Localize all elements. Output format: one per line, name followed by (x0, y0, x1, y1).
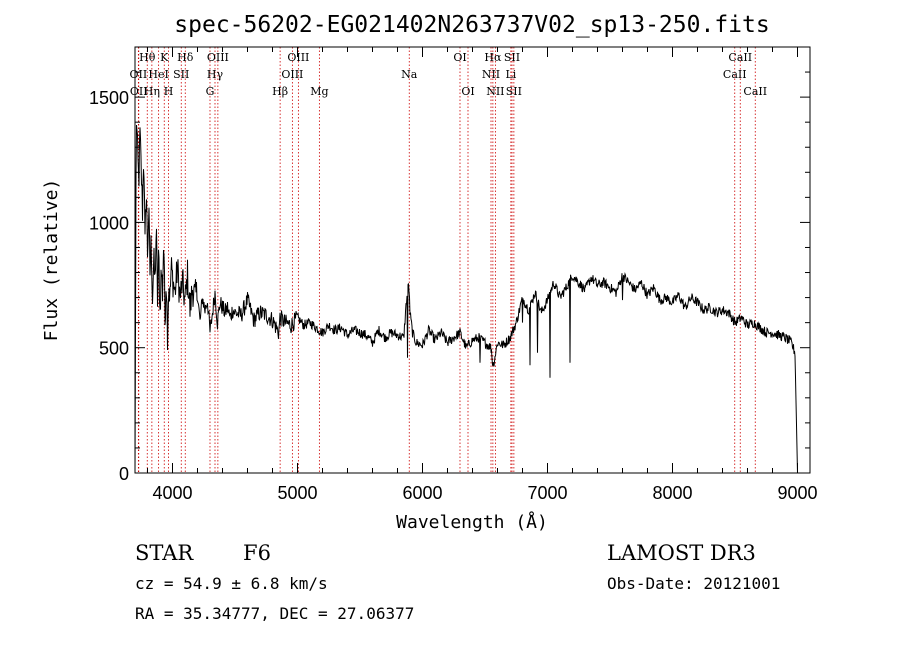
line-marker-label-27: CaII (743, 85, 767, 98)
line-marker-label-8: Hδ (177, 51, 194, 64)
x-axis: 4000 5000 6000 7000 8000 9000 (147, 47, 818, 503)
line-marker-label-21: NII (486, 85, 504, 98)
line-marker-label-4: HeI (148, 68, 168, 81)
line-marker-label-18: OI (461, 85, 474, 98)
line-marker-label-25: CaII (723, 68, 747, 81)
line-marker-label-0: OII (130, 68, 148, 81)
line-marker-label-19: NII (482, 68, 500, 81)
y-tick-label-3: 1500 (89, 88, 129, 108)
line-marker-label-10: Hγ (207, 68, 224, 81)
object-subclass: F6 (243, 541, 271, 565)
y-axis: 0 500 1000 1500 (89, 71, 810, 484)
line-marker-label-26: CaII (728, 51, 752, 64)
y-axis-label: Flux (relative) (41, 179, 62, 342)
x-tick-label-1: 5000 (277, 483, 317, 503)
line-marker-label-22: Li (505, 68, 516, 81)
redshift-text: cz = 54.9 ± 6.8 km/s (135, 574, 328, 593)
line-marker-label-20: Hα (484, 51, 502, 64)
obs-date-text: Obs-Date: 20121001 (607, 574, 780, 593)
spectrum-layer (134, 124, 798, 474)
line-marker-label-3: Hη (144, 85, 160, 98)
survey-name: LAMOST DR3 (607, 541, 756, 565)
line-marker-group (137, 47, 756, 473)
x-tick-label-2: 6000 (402, 483, 442, 503)
line-marker-label-11: OIII (207, 51, 229, 64)
line-marker-label-24: SII (506, 85, 522, 98)
line-marker-label-23: SII (504, 51, 520, 64)
line-marker-label-12: Hβ (272, 85, 288, 98)
line-marker-label-17: OI (453, 51, 466, 64)
x-tick-label-4: 8000 (652, 483, 692, 503)
line-marker-label-2: Hθ (139, 51, 156, 64)
y-tick-label-1: 500 (99, 339, 129, 359)
line-marker-label-1: OII (130, 85, 148, 98)
y-tick-label-2: 1000 (89, 213, 129, 233)
line-marker-label-6: H (164, 85, 174, 98)
line-marker-label-15: Mg (310, 85, 328, 98)
spectrum-line (134, 124, 798, 474)
line-marker-label-14: OIII (287, 51, 309, 64)
line-marker-label-16: Na (401, 68, 418, 81)
object-class: STAR (135, 541, 194, 565)
x-tick-label-0: 4000 (152, 483, 192, 503)
line-marker-label-group: OII OII Hθ Hη HeI K H SII Hδ G Hγ OIII Hβ OIII OIII Mg N… (130, 51, 768, 98)
line-marker-label-5: K (160, 51, 169, 64)
line-marker-label-13: OIII (281, 68, 303, 81)
x-axis-label: Wavelength (Å) (396, 511, 548, 533)
y-tick-label-0: 0 (119, 464, 129, 484)
chart-title: spec-56202-EG021402N263737V02_sp13-250.f… (174, 12, 769, 38)
plot-frame (134, 46, 811, 474)
x-tick-label-3: 7000 (527, 483, 567, 503)
coordinates-text: RA = 35.34777, DEC = 27.06377 (135, 604, 414, 623)
x-tick-label-5: 9000 (777, 483, 817, 503)
line-marker-label-9: G (206, 85, 215, 98)
line-marker-label-7: SII (173, 68, 189, 81)
